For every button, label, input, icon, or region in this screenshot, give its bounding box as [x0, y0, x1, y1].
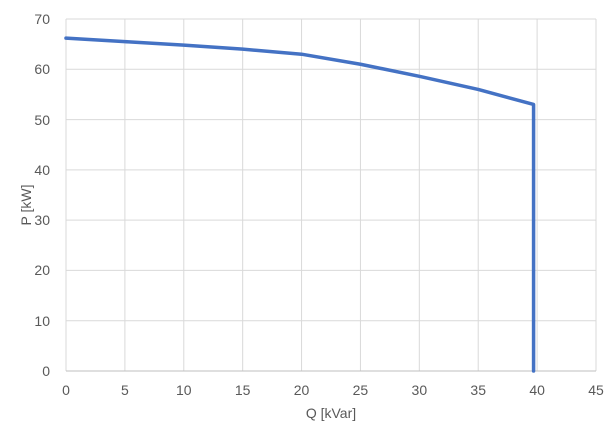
x-tick-label: 0	[62, 382, 70, 398]
y-tick-label: 70	[34, 11, 50, 27]
y-tick-label: 20	[34, 262, 50, 279]
x-tick-label: 20	[293, 382, 310, 398]
y-axis-title: P [kW]	[18, 184, 34, 226]
x-tick-label: 45	[588, 382, 604, 398]
y-tick-label: 60	[34, 61, 50, 78]
y-tick-label: 50	[34, 111, 50, 128]
x-axis-title: Q [kVar]	[305, 405, 357, 421]
x-tick-label: 35	[470, 382, 486, 398]
y-tick-label: 0	[42, 363, 50, 379]
x-tick-label: 40	[529, 382, 545, 398]
y-tick-label: 30	[34, 212, 50, 229]
series-line	[64, 36, 536, 373]
y-tick-label: 10	[34, 312, 50, 329]
x-tick-label: 15	[234, 382, 251, 398]
x-tick-label: 30	[411, 382, 428, 398]
y-tick-label: 40	[34, 161, 50, 178]
x-tick-label: 10	[175, 382, 192, 398]
x-tick-label: 25	[352, 382, 369, 398]
x-tick-label: 5	[120, 382, 129, 398]
